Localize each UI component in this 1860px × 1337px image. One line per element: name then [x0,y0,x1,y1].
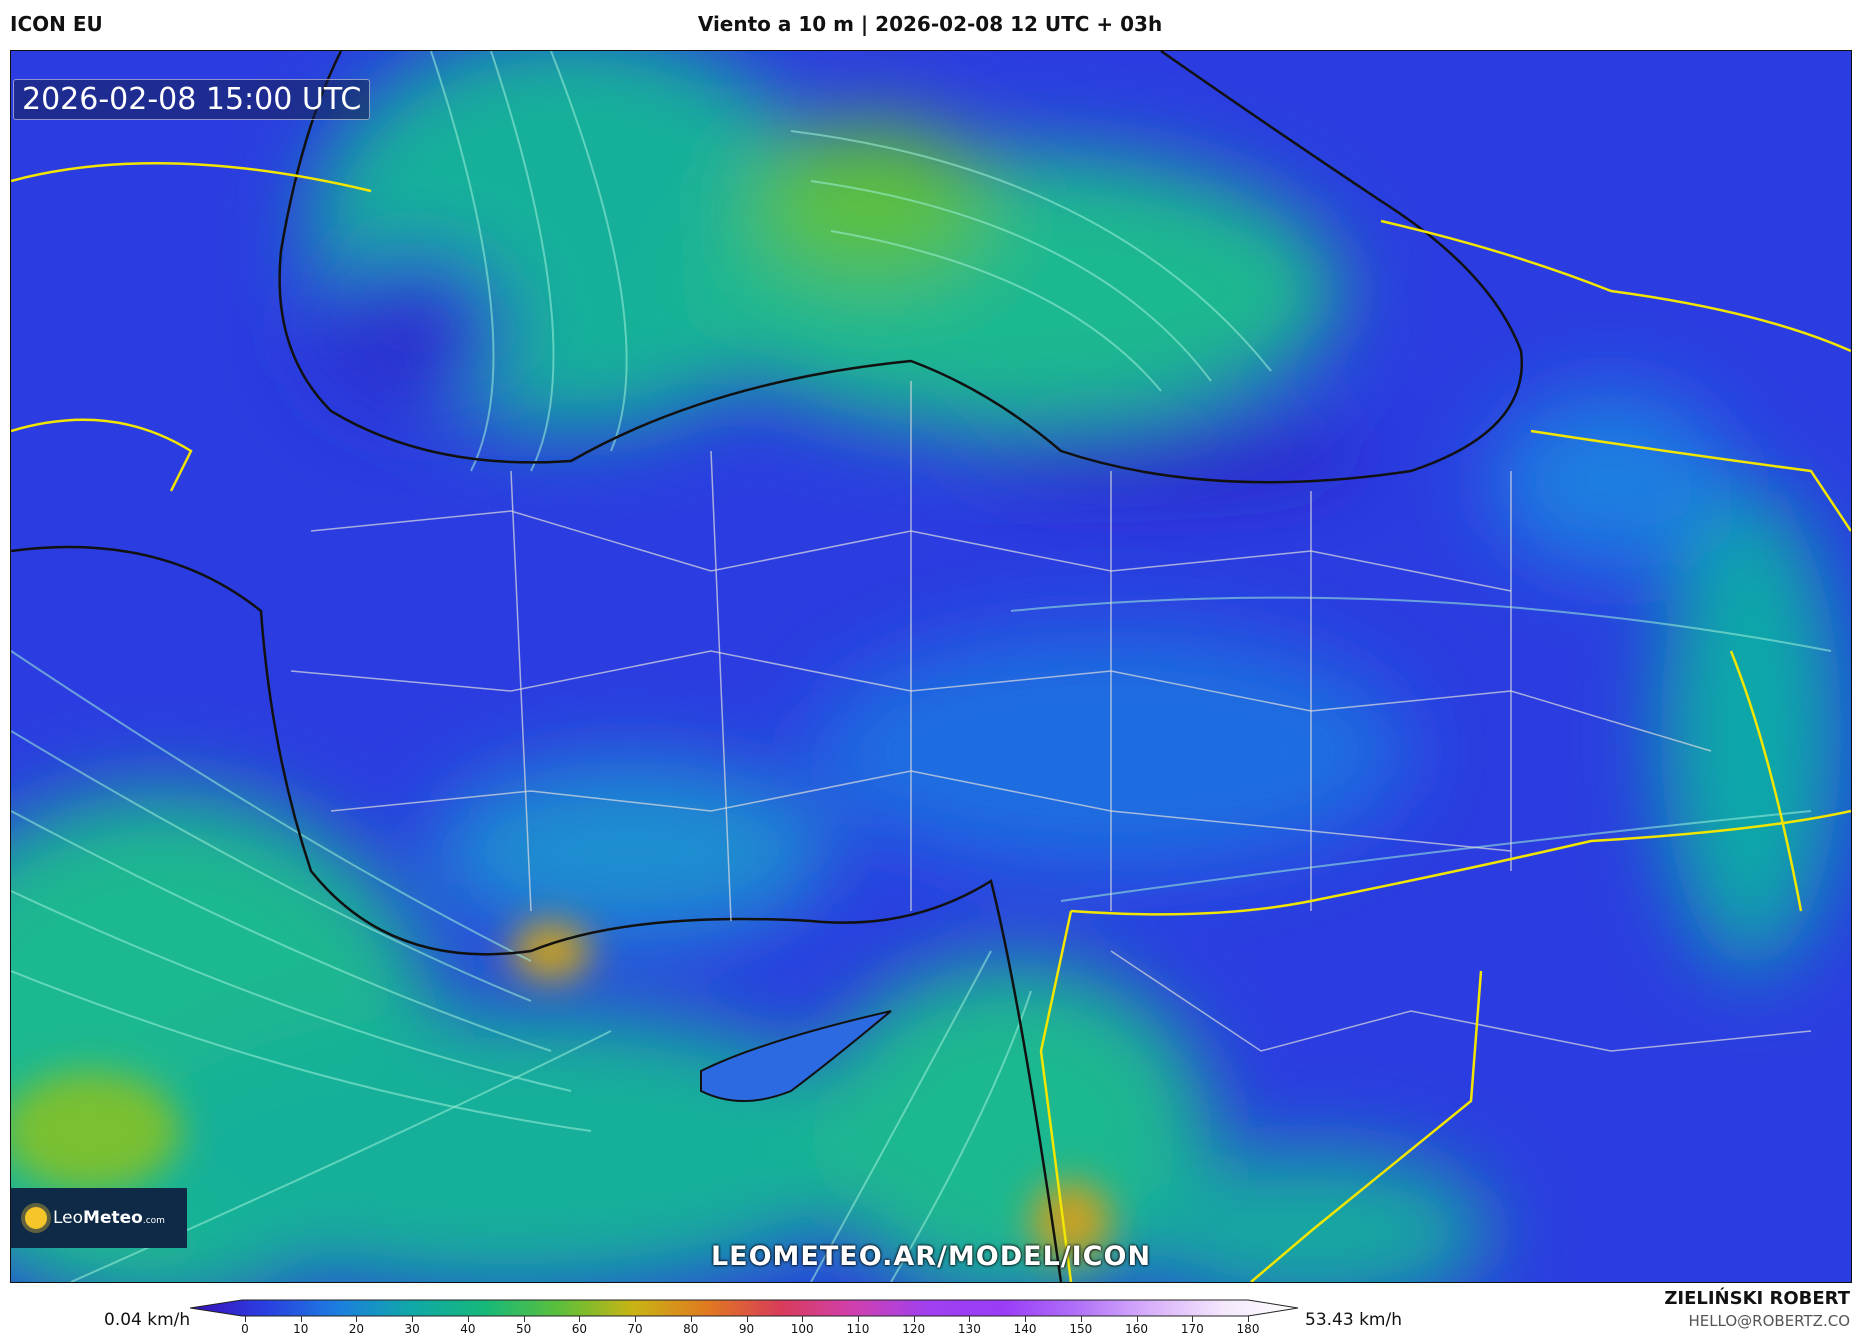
scale-tick-mark [802,1316,804,1322]
scale-tick-label: 30 [404,1322,420,1336]
sun-icon [25,1207,47,1229]
scale-tick-mark [245,1316,246,1322]
scale-tick-label: 140 [1013,1322,1037,1336]
scale-tick-label: 100 [790,1322,814,1336]
scale-tick-label: 110 [846,1322,870,1336]
scale-tick-label: 20 [348,1322,365,1336]
scale-tick-mark [635,1316,637,1322]
scale-tick-mark [467,1316,469,1322]
scale-tick-label: 150 [1069,1322,1093,1336]
scale-tick-mark [1136,1316,1138,1322]
scale-tick-label: 130 [957,1322,981,1336]
cyprus [700,1010,892,1102]
scale-tick-mark [356,1316,358,1322]
watermark-url: LEOMETEO.AR/MODEL/ICON [710,1241,1152,1272]
black-sea-coast [278,51,1524,484]
scale-tick-label: 0 [241,1322,249,1336]
streamlines [11,51,1832,1282]
scale-tick-mark [300,1316,302,1322]
map-title: Viento a 10 m | 2026-02-08 12 UTC + 03h [697,12,1163,36]
leometeo-logo[interactable]: LeoMeteo.com [11,1188,187,1248]
scale-tick-label: 90 [738,1322,755,1336]
mediterranean-coast [11,545,1063,1282]
scale-tick-label: 180 [1236,1322,1260,1336]
scale-tick-label: 170 [1180,1322,1204,1336]
province-borders [290,381,1812,1052]
scale-tick-mark [969,1316,971,1322]
logo-text: LeoMeteo.com [53,1208,165,1228]
model-name: ICON EU [10,12,103,36]
scale-tick-label: 80 [683,1322,699,1336]
scale-tick-mark [412,1316,414,1322]
scale-max-label: 53.43 km/h [1305,1310,1402,1330]
scale-tick-mark [1248,1316,1249,1322]
scale-tick-label: 60 [571,1322,587,1336]
scale-tick-mark [857,1316,859,1322]
scale-min-label: 0.04 km/h [104,1310,191,1330]
valid-time-label: 2026-02-08 15:00 UTC [13,79,371,120]
scale-tick-mark [746,1316,748,1322]
scale-tick-mark [1192,1316,1194,1322]
scale-tick-mark [913,1316,915,1322]
scale-tick-label: 40 [460,1322,476,1336]
scale-tick-label: 120 [902,1322,926,1336]
author-email: HELLO@ROBERTZ.CO [1688,1312,1850,1330]
scale-tick-mark [690,1316,692,1322]
scale-tick-label: 160 [1125,1322,1148,1336]
country-borders [11,161,1851,1282]
scale-tick-mark [1025,1316,1027,1322]
scale-tick-label: 10 [293,1322,309,1336]
color-scale-bar [190,1299,1299,1317]
scale-tick-mark [523,1316,525,1322]
wind-field [11,51,1851,1282]
author-name: ZIELIŃSKI ROBERT [1664,1288,1850,1309]
scale-tick-mark [1080,1316,1082,1322]
scale-tick-label: 50 [515,1322,532,1336]
wind-map[interactable]: 2026-02-08 15:00 UTC LeoMeteo.com LEOMET… [10,50,1852,1283]
scale-tick-mark [579,1316,581,1322]
scale-tick-label: 70 [627,1322,643,1336]
